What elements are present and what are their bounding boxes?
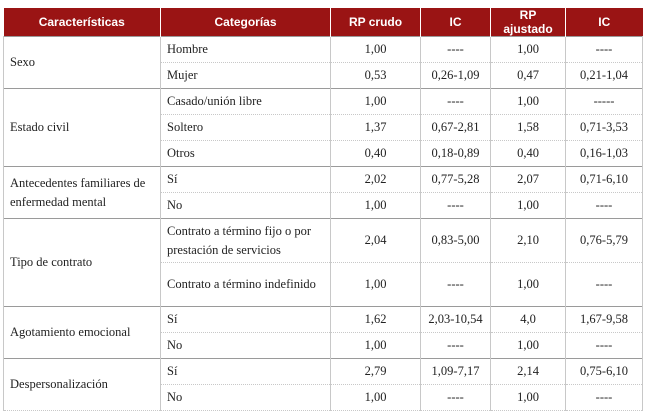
category-cell: Sí [160, 358, 331, 385]
value-cell: 1,00 [330, 88, 421, 115]
column-header: RP ajustado [490, 8, 566, 37]
column-header: RP crudo [330, 8, 421, 37]
value-cell: 1,00 [330, 192, 421, 219]
category-cell: Otros [160, 140, 331, 167]
value-cell: ---- [420, 88, 491, 115]
value-cell: ----- [565, 88, 643, 115]
value-cell: 0,40 [490, 140, 566, 167]
category-cell: Hombre [160, 36, 331, 63]
value-cell: 1,00 [490, 88, 566, 115]
category-cell: Sí [160, 166, 331, 193]
value-cell: 0,26-1,09 [420, 62, 491, 89]
value-cell: 0,67-2,81 [420, 114, 491, 141]
header-row: Características Categorías RP crudo IC RP aj… [3, 8, 643, 37]
category-cell: No [160, 384, 331, 411]
value-cell: 4,0 [490, 306, 566, 333]
category-cell: Soltero [160, 114, 331, 141]
value-cell: 1,00 [490, 332, 566, 359]
category-cell: Contrato a término fijo o por prestación… [160, 218, 331, 263]
table-row: Tipo de contrato Contrato a término fijo … [3, 218, 643, 307]
value-cell: 0,47 [490, 62, 566, 89]
table-row: Despersonalización Sí 2,79 1,09-7,17 2,14 0,7… [3, 358, 643, 411]
characteristic-cell: Sexo [3, 36, 161, 89]
column-header: IC [565, 8, 643, 37]
table-row: Soltero 1,37 0,67-2,81 1,58 0,71-3,53 [4, 114, 643, 141]
table-row: Sexo Hombre 1,00 ---- 1,00 ---- [3, 36, 643, 89]
value-cell: 0,53 [330, 62, 421, 89]
value-cell: 0,75-6,10 [565, 358, 643, 385]
value-cell: ---- [565, 192, 643, 219]
value-cell: 1,37 [330, 114, 421, 141]
characteristic-cell: Agotamiento emocional [3, 306, 161, 359]
value-cell: 2,02 [330, 166, 421, 193]
table-row: Estado civil Casado/unión libre 1,00 ---- 1,… [3, 88, 643, 167]
category-cell: No [160, 192, 331, 219]
value-cell: 0,18-0,89 [420, 140, 491, 167]
value-cell: 0,83-5,00 [420, 218, 491, 263]
value-cell: 0,77-5,28 [420, 166, 491, 193]
results-table: Características Categorías RP crudo IC RP aj… [3, 8, 643, 411]
value-cell: 1,00 [490, 262, 566, 307]
value-cell: 1,00 [330, 262, 421, 307]
value-cell: ---- [420, 262, 491, 307]
value-cell: ---- [565, 384, 643, 411]
value-cell: 1,09-7,17 [420, 358, 491, 385]
value-cell: 1,00 [490, 384, 566, 411]
characteristic-cell: Antecedentes familiares de enfermedad me… [3, 166, 161, 219]
category-cell: Casado/unión libre [160, 88, 331, 115]
table-row: No 1,00 ---- 1,00 ---- [4, 332, 643, 359]
value-cell: ---- [420, 192, 491, 219]
value-cell: 2,79 [330, 358, 421, 385]
value-cell: ---- [565, 332, 643, 359]
table-row: Antecedentes familiares de enfermedad me… [3, 166, 643, 219]
column-header: Características [3, 8, 161, 37]
value-cell: 0,71-6,10 [565, 166, 643, 193]
characteristic-cell: Tipo de contrato [3, 218, 161, 307]
table-row: Mujer 0,53 0,26-1,09 0,47 0,21-1,04 [4, 62, 643, 89]
value-cell: 1,00 [330, 36, 421, 63]
value-cell: 1,62 [330, 306, 421, 333]
value-cell: 2,10 [490, 218, 566, 263]
category-cell: Sí [160, 306, 331, 333]
table-body: Sexo Hombre 1,00 ---- 1,00 ---- Mujer 0,53 0,26-… [3, 36, 643, 411]
value-cell: ---- [420, 36, 491, 63]
value-cell: ---- [420, 384, 491, 411]
category-cell: No [160, 332, 331, 359]
value-cell: ---- [565, 36, 643, 63]
table-row: Agotamiento emocional Sí 1,62 2,03-10,54 4,0… [3, 306, 643, 359]
value-cell: 2,07 [490, 166, 566, 193]
value-cell: 0,21-1,04 [565, 62, 643, 89]
value-cell: 2,14 [490, 358, 566, 385]
characteristic-cell: Estado civil [3, 88, 161, 167]
value-cell: 0,71-3,53 [565, 114, 643, 141]
table-row: No 1,00 ---- 1,00 ---- [4, 192, 643, 219]
column-header: Categorías [160, 8, 331, 37]
value-cell: 1,00 [330, 384, 421, 411]
value-cell: 1,67-9,58 [565, 306, 643, 333]
category-cell: Contrato a término indefinido [160, 262, 331, 307]
value-cell: ---- [565, 262, 643, 307]
value-cell: 0,76-5,79 [565, 218, 643, 263]
value-cell: 2,03-10,54 [420, 306, 491, 333]
value-cell: 0,40 [330, 140, 421, 167]
value-cell: ---- [420, 332, 491, 359]
value-cell: 0,16-1,03 [565, 140, 643, 167]
table-row: Otros 0,40 0,18-0,89 0,40 0,16-1,03 [4, 140, 643, 167]
value-cell: 1,00 [330, 332, 421, 359]
characteristic-cell: Despersonalización [3, 358, 161, 411]
value-cell: 1,00 [490, 192, 566, 219]
table-row: Contrato a término indefinido 1,00 ---- 1,0… [4, 262, 643, 307]
value-cell: 1,00 [490, 36, 566, 63]
value-cell: 2,04 [330, 218, 421, 263]
column-header: IC [420, 8, 491, 37]
value-cell: 1,58 [490, 114, 566, 141]
category-cell: Mujer [160, 62, 331, 89]
